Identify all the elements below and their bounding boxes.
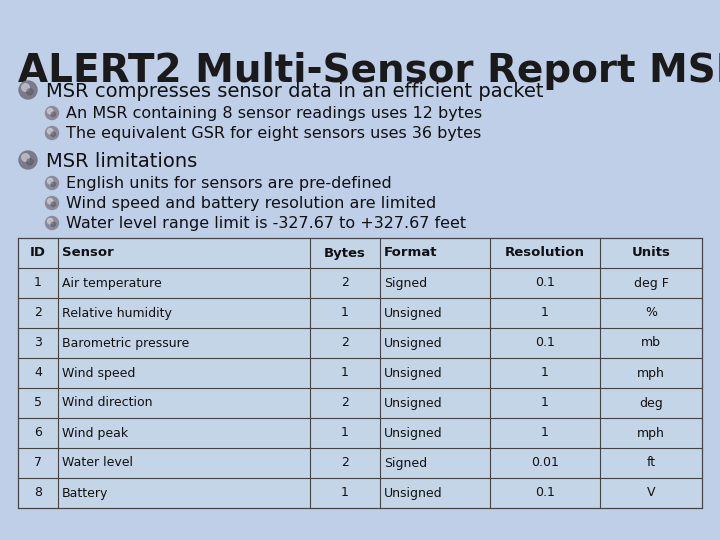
Text: Unsigned: Unsigned [384,487,443,500]
Text: 2: 2 [34,307,42,320]
Text: ID: ID [30,246,46,260]
Text: English units for sensors are pre-defined: English units for sensors are pre-define… [66,176,392,191]
Text: ALERT2 Multi-Sensor Report MSR: ALERT2 Multi-Sensor Report MSR [18,52,720,90]
Text: Water level range limit is -327.67 to +327.67 feet: Water level range limit is -327.67 to +3… [66,216,466,231]
Text: 1: 1 [541,367,549,380]
Text: Unsigned: Unsigned [384,336,443,349]
Text: Barometric pressure: Barometric pressure [62,336,189,349]
Text: An MSR containing 8 sensor readings uses 12 bytes: An MSR containing 8 sensor readings uses… [66,106,482,121]
Text: 2: 2 [341,456,349,469]
Circle shape [27,159,33,165]
Text: The equivalent GSR for eight sensors uses 36 bytes: The equivalent GSR for eight sensors use… [66,126,481,141]
Text: Sensor: Sensor [62,246,114,260]
Text: 1: 1 [341,307,349,320]
Circle shape [48,219,53,224]
Text: deg: deg [639,396,663,409]
Text: 2: 2 [341,396,349,409]
Text: 6: 6 [34,427,42,440]
Circle shape [51,202,55,207]
Text: Relative humidity: Relative humidity [62,307,172,320]
Circle shape [51,132,55,137]
Text: Wind speed and battery resolution are limited: Wind speed and battery resolution are li… [66,196,436,211]
Circle shape [27,89,33,95]
Text: 0.01: 0.01 [531,456,559,469]
Circle shape [51,222,55,227]
Circle shape [48,178,53,184]
Circle shape [19,81,37,99]
Text: 7: 7 [34,456,42,469]
Circle shape [45,106,58,119]
Text: V: V [647,487,655,500]
Text: Resolution: Resolution [505,246,585,260]
Text: 1: 1 [34,276,42,289]
Text: 5: 5 [34,396,42,409]
Text: %: % [645,307,657,320]
Text: mb: mb [641,336,661,349]
Text: mph: mph [637,427,665,440]
Circle shape [51,112,55,117]
Text: deg F: deg F [634,276,668,289]
Circle shape [45,177,58,190]
Text: 0.1: 0.1 [535,487,555,500]
Text: Unsigned: Unsigned [384,367,443,380]
Text: 1: 1 [541,307,549,320]
Text: MSR compresses sensor data in an efficient packet: MSR compresses sensor data in an efficie… [46,82,544,101]
Circle shape [22,84,30,91]
Circle shape [45,197,58,210]
Text: 8: 8 [34,487,42,500]
Text: 2: 2 [341,276,349,289]
Text: Units: Units [631,246,670,260]
Circle shape [48,129,53,134]
Text: Air temperature: Air temperature [62,276,162,289]
Text: Battery: Battery [62,487,109,500]
Text: ft: ft [647,456,656,469]
Circle shape [51,182,55,187]
Circle shape [22,154,30,161]
Text: 3: 3 [34,336,42,349]
Text: 1: 1 [541,396,549,409]
Text: Signed: Signed [384,456,427,469]
Circle shape [48,109,53,114]
Circle shape [45,217,58,230]
Text: Water level: Water level [62,456,133,469]
Text: MSR limitations: MSR limitations [46,152,197,171]
Text: 1: 1 [341,487,349,500]
Text: 1: 1 [341,427,349,440]
Text: Unsigned: Unsigned [384,307,443,320]
Text: Wind speed: Wind speed [62,367,135,380]
Text: Signed: Signed [384,276,427,289]
Circle shape [19,151,37,169]
Text: 4: 4 [34,367,42,380]
Text: 1: 1 [341,367,349,380]
Circle shape [48,198,53,204]
Text: 1: 1 [541,427,549,440]
Bar [18,238,702,508]
Text: Wind peak: Wind peak [62,427,128,440]
Text: Format: Format [384,246,438,260]
Text: mph: mph [637,367,665,380]
Text: Unsigned: Unsigned [384,427,443,440]
Text: 0.1: 0.1 [535,336,555,349]
Text: Bytes: Bytes [324,246,366,260]
Text: 0.1: 0.1 [535,276,555,289]
Text: Unsigned: Unsigned [384,396,443,409]
Text: Wind direction: Wind direction [62,396,153,409]
Circle shape [45,126,58,139]
Text: 2: 2 [341,336,349,349]
